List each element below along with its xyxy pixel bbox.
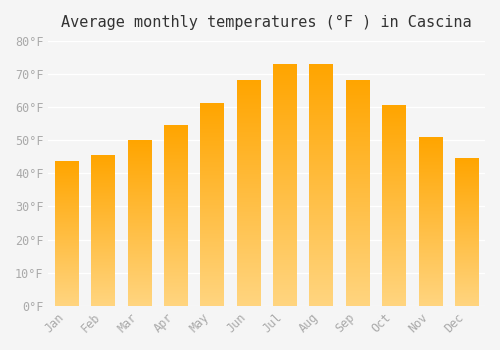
Title: Average monthly temperatures (°F ) in Cascina: Average monthly temperatures (°F ) in Ca… bbox=[62, 15, 472, 30]
